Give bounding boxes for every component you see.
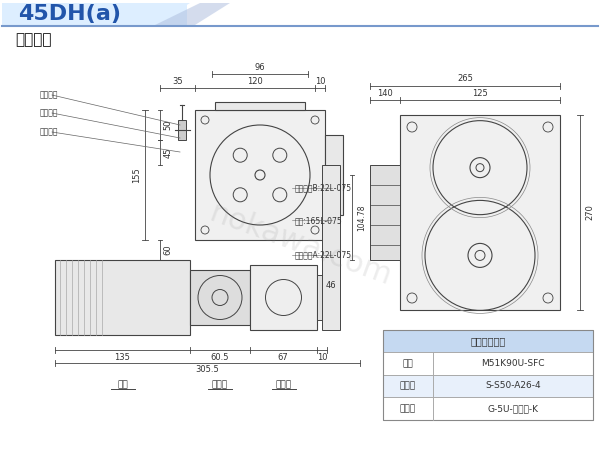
Polygon shape — [155, 3, 230, 25]
Text: 60: 60 — [164, 245, 173, 255]
Bar — [195, 110, 325, 240]
Text: 67: 67 — [278, 352, 288, 361]
Bar — [55, 260, 190, 335]
Text: 155: 155 — [132, 167, 141, 183]
Text: 45DH(a): 45DH(a) — [18, 4, 121, 24]
Bar — [383, 330, 593, 352]
Text: 同步帶輪A:22L-075: 同步帶輪A:22L-075 — [295, 251, 352, 259]
Text: 270: 270 — [586, 205, 595, 220]
Text: 96: 96 — [255, 64, 265, 73]
Text: nokawa.com: nokawa.com — [205, 199, 395, 292]
Bar — [322, 165, 340, 330]
FancyBboxPatch shape — [2, 3, 187, 25]
Text: 馬達: 馬達 — [403, 359, 414, 368]
Text: 皮帶:165L-075: 皮帶:165L-075 — [295, 216, 343, 225]
Bar — [383, 375, 593, 397]
Bar — [190, 270, 250, 325]
Text: 46: 46 — [326, 280, 337, 290]
Bar — [383, 352, 593, 375]
Bar — [250, 265, 317, 330]
Text: 減速機: 減速機 — [276, 380, 291, 390]
Text: 125: 125 — [472, 88, 488, 98]
Bar — [215, 102, 305, 110]
Text: G-5U-減速比-K: G-5U-減速比-K — [488, 404, 539, 413]
Text: 265: 265 — [457, 74, 473, 84]
Text: M51K90U-SFC: M51K90U-SFC — [481, 359, 545, 368]
Text: 離合器: 離合器 — [400, 381, 416, 391]
Polygon shape — [2, 3, 190, 25]
Text: 同步帶輪B:22L-075: 同步帶輪B:22L-075 — [295, 184, 352, 193]
Text: 皮帶輪式: 皮帶輪式 — [15, 33, 52, 47]
Bar — [317, 275, 327, 320]
Text: 140: 140 — [377, 88, 393, 98]
Text: 離合器: 離合器 — [212, 380, 228, 390]
Text: 120: 120 — [247, 78, 263, 86]
Text: 10: 10 — [315, 78, 325, 86]
Text: 感應凸輪: 感應凸輪 — [40, 108, 58, 118]
Text: 10: 10 — [317, 352, 327, 361]
Text: 45: 45 — [164, 147, 173, 158]
Text: 60.5: 60.5 — [211, 352, 229, 361]
Text: 135: 135 — [114, 352, 131, 361]
Text: S-S50-A26-4: S-S50-A26-4 — [485, 381, 541, 391]
Bar — [400, 115, 560, 310]
Text: 感應開關: 感應開關 — [40, 91, 58, 100]
Bar — [178, 120, 186, 140]
Text: 50: 50 — [164, 120, 173, 130]
Bar — [325, 135, 343, 215]
Text: 35: 35 — [172, 78, 183, 86]
Text: 電機配套部件: 電機配套部件 — [470, 336, 506, 346]
Text: 305.5: 305.5 — [195, 365, 219, 374]
Text: 減速機: 減速機 — [400, 404, 416, 413]
Bar — [370, 165, 400, 260]
Bar — [383, 330, 593, 420]
Text: 馬達: 馬達 — [117, 380, 128, 390]
Text: 104.78: 104.78 — [358, 204, 367, 231]
Bar — [383, 397, 593, 420]
Text: 感應支架: 感應支架 — [40, 127, 58, 137]
